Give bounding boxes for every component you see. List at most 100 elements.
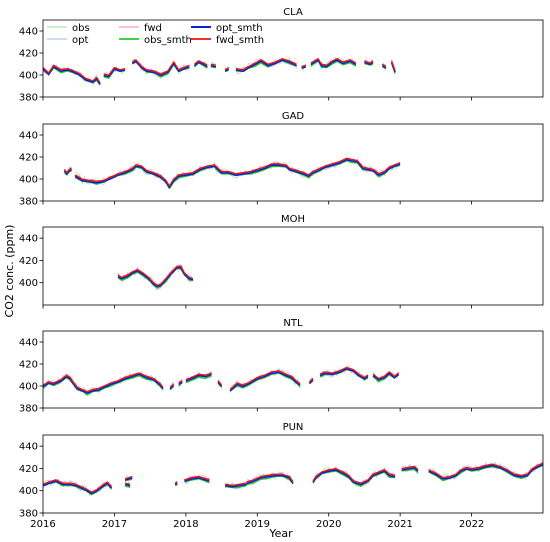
series-opt_smth-segment: [312, 469, 396, 486]
legend-label-opt_smth: opt_smth: [216, 23, 263, 34]
series-opt_smth-segment: [184, 477, 210, 482]
series-fwd_smth-segment: [308, 378, 314, 383]
y-tick-label: 440: [19, 27, 38, 38]
series-opt_smth-segment: [178, 381, 183, 386]
x-tick-label: 2019: [245, 519, 270, 530]
series-opt_smth-segment: [43, 480, 113, 495]
y-tick-label: 400: [19, 71, 38, 82]
series-fwd_smth-segment: [174, 481, 178, 484]
series-obs_smth-segment: [210, 66, 217, 69]
series-opt-segment: [229, 367, 301, 393]
series-fwd_smth-segment: [225, 482, 247, 487]
x-tick-label: 2018: [173, 519, 198, 530]
series-fwd_smth-segment: [43, 64, 101, 84]
legend-label-obs_smth: obs_smth: [144, 35, 192, 46]
legend-label-opt: opt: [72, 35, 88, 46]
panel-series: [43, 56, 396, 87]
series-fwd_smth-segment: [169, 383, 175, 388]
legend-label-fwd_smth: fwd_smth: [216, 35, 264, 46]
series-opt_smth-segment: [117, 266, 194, 288]
y-tick-label: 440: [19, 442, 38, 453]
series-fwd_smth-segment: [364, 60, 374, 64]
series-fwd_smth-segment: [124, 482, 131, 485]
legend-label-obs: obs: [72, 23, 90, 34]
series-opt_smth-segment: [229, 371, 301, 392]
series-obs_smth-segment: [184, 478, 210, 484]
series-fwd_smth-segment: [310, 58, 357, 66]
series-fwd_smth-segment: [372, 371, 400, 380]
panel-frame: [42, 19, 544, 98]
series-obs_smth-segment: [185, 375, 212, 384]
x-tick-label: 2017: [102, 519, 127, 530]
series-opt_smth-segment: [364, 61, 374, 66]
series-opt_smth-segment: [401, 467, 419, 472]
series-fwd_smth-segment: [381, 63, 387, 67]
panel-moh: MOH 400 420 440: [19, 214, 544, 309]
series-opt_smth-segment: [310, 59, 357, 68]
series-opt_smth-segment: [193, 61, 208, 68]
panel-frame: [42, 330, 544, 409]
panel-series: [63, 157, 401, 190]
series-fwd_smth-segment: [194, 60, 208, 66]
series-obs_smth-segment: [124, 485, 131, 488]
series-obs_smth-segment: [229, 372, 301, 392]
series-opt_smth-segment: [131, 60, 190, 77]
panel-title: GAD: [282, 111, 305, 122]
panels: CLA 380 400 420 440 GAD 380 400 420 440 MOH 400 420 4…: [19, 7, 544, 530]
panel-title: PUN: [283, 422, 304, 433]
series-fwd_smth-segment: [224, 66, 230, 71]
y-tick-label: 420: [19, 360, 38, 371]
series-fwd_smth-segment: [210, 63, 217, 66]
series-fwd_smth-segment: [124, 475, 133, 480]
series-obs-segment: [117, 264, 194, 290]
x-tick-label: 2020: [316, 519, 341, 530]
panel-title: CLA: [283, 7, 303, 18]
series-obs_smth-segment: [225, 484, 247, 489]
panel-title: NTL: [283, 318, 303, 329]
x-tick-label: 2021: [387, 519, 412, 530]
series-opt_smth-segment: [224, 68, 230, 72]
series-fwd_smth-segment: [74, 157, 401, 187]
y-tick-label: 380: [19, 404, 38, 415]
series-obs_smth-segment: [401, 468, 419, 474]
series-fwd_smth-segment: [117, 265, 194, 286]
y-axis-label: CO2 conc. (ppm): [3, 225, 16, 318]
series-fwd_smth-segment: [235, 58, 297, 71]
series-fwd_smth-segment: [131, 59, 190, 75]
series-fwd_smth-segment: [246, 473, 294, 483]
panel-series: [117, 264, 194, 290]
panel-gad: GAD 380 400 420 440: [19, 111, 544, 208]
panel-pun: PUN 380 400 420 440 2016 2017 2018 2019 2020 2021 2…: [19, 422, 544, 530]
y-tick-label: 420: [19, 464, 38, 475]
x-axis-label: Year: [268, 527, 293, 540]
series-opt_smth-segment: [428, 463, 543, 480]
series-opt_smth-segment: [169, 384, 175, 390]
series-opt_smth-segment: [372, 372, 400, 381]
series-opt_smth-segment: [124, 483, 131, 487]
series-opt_smth-segment: [185, 373, 212, 382]
y-tick-label: 440: [19, 338, 38, 349]
y-tick-label: 400: [19, 486, 38, 497]
series-opt_smth-segment: [103, 68, 126, 78]
y-tick-label: 420: [19, 256, 38, 267]
series-opt_smth-segment: [235, 59, 297, 72]
y-tick-label: 400: [19, 382, 38, 393]
series-fwd-segment: [229, 369, 301, 393]
series-opt_smth-segment: [174, 482, 178, 486]
series-fwd_smth-segment: [184, 475, 210, 481]
series-fwd_smth-segment: [319, 366, 369, 379]
x-tick-label: 2016: [30, 519, 55, 530]
series-opt_smth-segment: [43, 66, 101, 85]
panel-ntl: NTL 380 400 420 440: [19, 318, 544, 415]
x-tick-label: 2022: [459, 519, 484, 530]
series-opt_smth-segment: [43, 373, 164, 394]
series-obs_smth-segment: [246, 475, 294, 486]
series-fwd_smth-segment: [428, 462, 543, 479]
y-tick-label: 400: [19, 278, 38, 289]
panel-frame: [42, 123, 544, 202]
series-fwd_smth-segment: [43, 372, 164, 393]
y-tick-label: 440: [19, 234, 38, 245]
panel-cla: CLA 380 400 420 440: [19, 7, 544, 104]
